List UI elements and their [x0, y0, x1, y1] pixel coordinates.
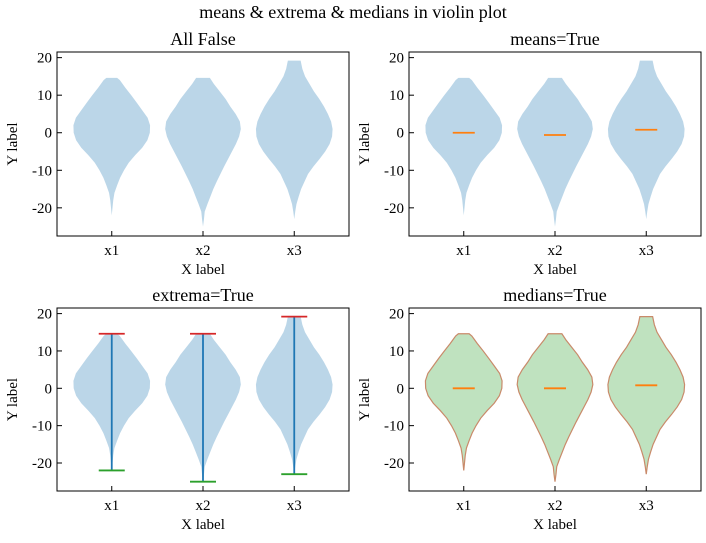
- y-tick-label: -10: [384, 419, 404, 435]
- x-tick-label: x2: [196, 243, 211, 259]
- violin-x1: [73, 77, 151, 216]
- y-tick-label: 10: [37, 88, 52, 104]
- y-axis-label: Y label: [5, 122, 21, 165]
- y-tick-label: 10: [389, 344, 404, 360]
- violin-x2: [165, 77, 241, 227]
- x-axis-label: X label: [181, 517, 225, 533]
- figure-title: means & extrema & medians in violin plot: [199, 2, 506, 22]
- y-tick-label: 20: [389, 51, 404, 67]
- y-tick-label: -20: [384, 456, 404, 472]
- subplot-3: -20 -10 0 10 20 x1 x2 x3 extrema=True X label Y la…: [5, 285, 350, 533]
- subplot-1: -20 -10 0 10 20 x1 x2 x3 All False X label Y label: [5, 29, 350, 278]
- x-tick-label: x3: [639, 498, 654, 514]
- violin-x3: [255, 60, 333, 220]
- violin-x3: [607, 60, 685, 220]
- y-tick-label: 10: [389, 88, 404, 104]
- violin-x1: [425, 77, 503, 216]
- y-tick-label: 10: [37, 344, 52, 360]
- violin-x2: [517, 77, 593, 227]
- y-axis-label: Y label: [357, 122, 373, 165]
- x-tick-label: x1: [104, 243, 119, 259]
- x-axis-label: X label: [181, 262, 225, 278]
- y-tick-label: 0: [397, 381, 405, 397]
- y-tick-label: -10: [384, 163, 404, 179]
- y-tick-label: -20: [32, 201, 52, 217]
- y-tick-label: 20: [389, 307, 404, 323]
- x-axis-label: X label: [533, 262, 577, 278]
- violin-x3: [607, 315, 686, 475]
- x-tick-label: x3: [287, 498, 302, 514]
- y-tick-label: 0: [45, 381, 53, 397]
- violin-x1: [424, 333, 503, 471]
- y-tick-label: -10: [32, 163, 52, 179]
- y-axis-label: Y label: [5, 378, 21, 421]
- x-tick-label: x1: [456, 498, 471, 514]
- y-tick-label: 0: [397, 126, 405, 142]
- subplot-title: extrema=True: [152, 285, 253, 305]
- y-tick-label: -20: [32, 456, 52, 472]
- x-tick-label: x2: [548, 498, 563, 514]
- y-tick-label: 0: [45, 126, 53, 142]
- x-tick-label: x2: [196, 498, 211, 514]
- x-tick-label: x3: [287, 243, 302, 259]
- x-tick-label: x1: [104, 498, 119, 514]
- y-tick-label: 20: [37, 307, 52, 323]
- subplot-4: -20 -10 0 10 20 x1 x2 x3 medians=True X label Y la…: [357, 285, 702, 533]
- subplot-title: All False: [170, 29, 236, 49]
- subplot-title: medians=True: [503, 285, 606, 305]
- x-axis-label: X label: [533, 517, 577, 533]
- subplot-title: means=True: [510, 29, 599, 49]
- x-tick-label: x3: [639, 243, 654, 259]
- x-tick-label: x1: [456, 243, 471, 259]
- violin-x2: [516, 333, 594, 482]
- subplot-2: -20 -10 0 10 20 x1 x2 x3 means=True X label Y labe…: [357, 29, 702, 278]
- y-tick-label: -20: [384, 201, 404, 217]
- y-tick-label: 20: [37, 51, 52, 67]
- x-tick-label: x2: [548, 243, 563, 259]
- y-axis-label: Y label: [357, 378, 373, 421]
- y-tick-label: -10: [32, 419, 52, 435]
